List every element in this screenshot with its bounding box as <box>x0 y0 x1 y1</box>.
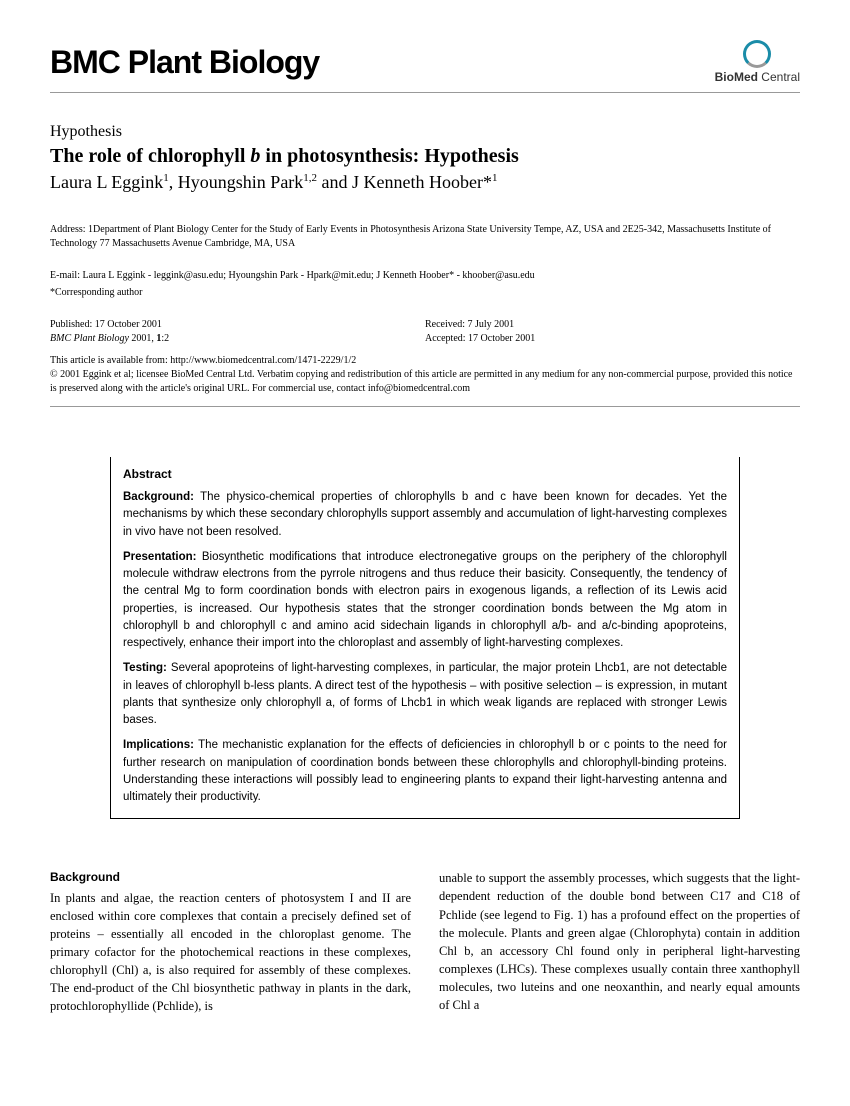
abstract-presentation: Presentation: Biosynthetic modifications… <box>123 549 727 653</box>
body-column-left: Background In plants and algae, the reac… <box>50 869 411 1015</box>
abstract-implications: Implications: The mechanistic explanatio… <box>123 737 727 806</box>
logo-circle-icon <box>743 40 771 68</box>
abstract-heading: Abstract <box>123 465 727 483</box>
journal-name: BMC Plant Biology <box>50 44 319 81</box>
published-date: Published: 17 October 2001 <box>50 318 425 332</box>
publication-dates: Published: 17 October 2001 BMC Plant Bio… <box>50 318 800 346</box>
abstract-background: Background: The physico-chemical propert… <box>123 489 727 541</box>
logo-text: BioMed Central <box>715 70 800 84</box>
body-columns: Background In plants and algae, the reac… <box>50 869 800 1015</box>
address-text: Address: 1Department of Plant Biology Ce… <box>50 223 800 251</box>
corresponding-text: *Corresponding author <box>50 286 800 300</box>
article-type: Hypothesis <box>50 123 800 141</box>
received-date: Received: 7 July 2001 <box>425 318 800 332</box>
abstract-box: Abstract Background: The physico-chemica… <box>110 457 740 819</box>
copyright-block: This article is available from: http://w… <box>50 354 800 407</box>
body-p1: In plants and algae, the reaction center… <box>50 889 411 1016</box>
copyright-text: © 2001 Eggink et al; licensee BioMed Cen… <box>50 368 800 396</box>
accepted-date: Accepted: 17 October 2001 <box>425 332 800 346</box>
page-header: BMC Plant Biology BioMed Central <box>50 40 800 93</box>
authors-line: Laura L Eggink1, Hyoungshin Park1,2 and … <box>50 172 800 193</box>
citation-text: BMC Plant Biology 2001, 1:2 <box>50 332 425 346</box>
body-column-right: unable to support the assembly processes… <box>439 869 800 1015</box>
body-p2: unable to support the assembly processes… <box>439 869 800 1014</box>
abstract-container: Abstract Background: The physico-chemica… <box>50 457 800 819</box>
emails-text: E-mail: Laura L Eggink - leggink@asu.edu… <box>50 269 800 283</box>
address-block: Address: 1Department of Plant Biology Ce… <box>50 223 800 251</box>
abstract-testing: Testing: Several apoproteins of light-ha… <box>123 660 727 729</box>
biomed-logo: BioMed Central <box>715 40 800 84</box>
available-url: This article is available from: http://w… <box>50 354 800 368</box>
article-title: The role of chlorophyll b in photosynthe… <box>50 145 800 168</box>
section-heading-background: Background <box>50 869 411 886</box>
email-block: E-mail: Laura L Eggink - leggink@asu.edu… <box>50 269 800 300</box>
